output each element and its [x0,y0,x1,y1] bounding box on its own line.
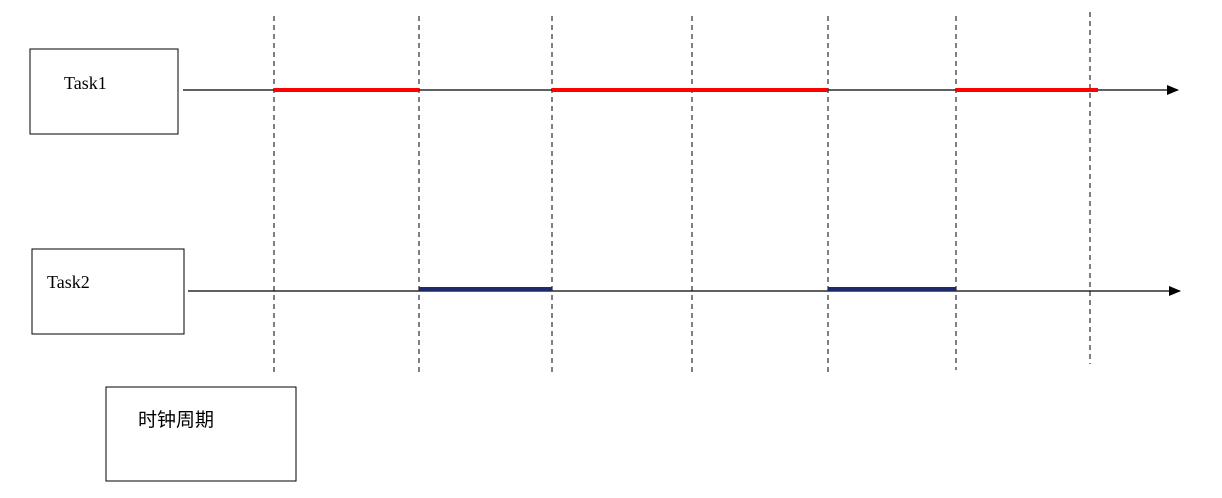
task1-label: Task1 [64,73,107,93]
clock-period-label-box: 时钟周期 [105,386,297,482]
task1-label-box: Task1 [29,48,179,135]
task2-label: Task2 [47,272,90,292]
clock-boundaries [273,12,1091,374]
task2-label-box: Task2 [31,248,185,335]
clock-period-label: 时钟周期 [138,409,214,431]
